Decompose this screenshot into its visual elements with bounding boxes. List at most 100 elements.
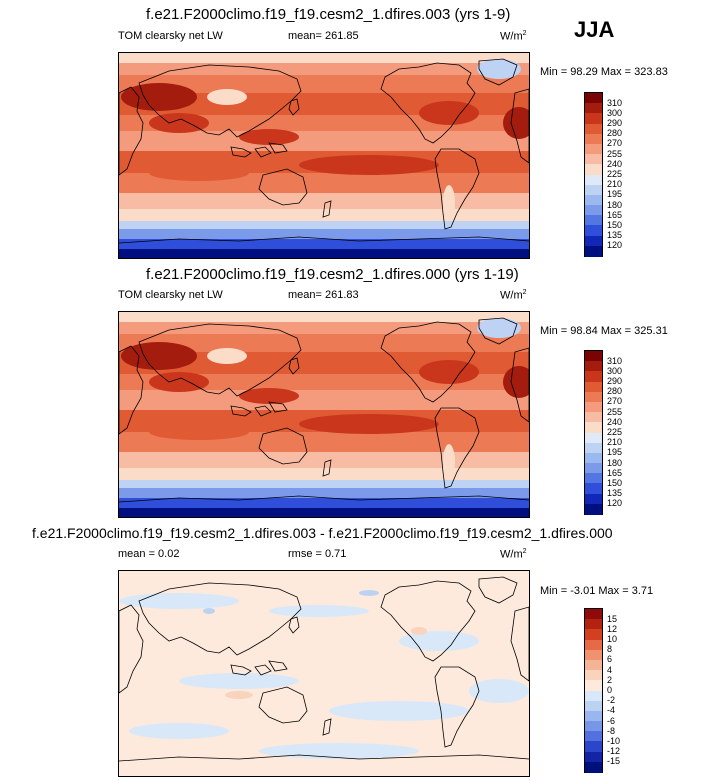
map-band — [119, 468, 529, 480]
colorbar-swatch — [585, 639, 602, 651]
map-band — [119, 53, 529, 63]
panel-3-colorbar: 15 12 10 8 6 4 2 0 -2 -4 -6 -8 -10 -12 -15 — [584, 608, 620, 773]
map-blob — [411, 627, 427, 635]
coastline — [478, 58, 518, 86]
colorbar-swatch — [585, 401, 602, 413]
coastline — [119, 236, 529, 244]
coastline — [254, 146, 272, 158]
coastline — [258, 168, 308, 206]
map-blob — [259, 743, 419, 759]
colorbar-swatch — [585, 649, 602, 661]
map-band — [119, 334, 529, 352]
map-band — [119, 508, 529, 517]
season-label: JJA — [574, 17, 615, 42]
map-blob — [121, 83, 197, 111]
map-band — [119, 239, 529, 249]
colorbar-tick-label: 120 — [607, 240, 623, 251]
colorbar-tick-label: 290 — [607, 376, 623, 387]
map-blob — [129, 723, 229, 739]
colorbar-tick-label: -4 — [607, 705, 616, 716]
colorbar-swatch — [585, 700, 602, 712]
colorbar-swatch — [585, 432, 602, 444]
colorbar-tick-label: -2 — [607, 695, 616, 706]
coastline — [510, 606, 529, 682]
coastline — [258, 686, 308, 724]
map-blob — [239, 129, 299, 145]
map-band — [119, 452, 529, 468]
coastline — [119, 495, 529, 503]
colorbar-swatch — [585, 731, 602, 742]
map-blob — [299, 155, 439, 175]
colorbar-swatch — [585, 473, 602, 484]
panel-3-minmax-label: Min = -3.01 Max = 3.71 — [540, 585, 654, 597]
coastline — [510, 347, 529, 423]
colorbar-swatch — [585, 659, 602, 671]
colorbar-swatch — [585, 184, 602, 196]
colorbar-swatch — [585, 194, 602, 206]
map-blob — [477, 318, 521, 338]
coastline — [288, 98, 300, 116]
panel-3-map — [118, 570, 530, 777]
map-band — [119, 480, 529, 488]
colorbar-tick-label: 300 — [607, 365, 623, 376]
coastline — [268, 142, 288, 154]
coastline — [380, 62, 476, 144]
panel-1-map — [118, 52, 530, 259]
map-blob — [149, 113, 209, 133]
colorbar-tick-label: 280 — [607, 128, 623, 139]
colorbar-tick-label: 150 — [607, 219, 623, 230]
colorbar-tick-label: 240 — [607, 416, 623, 427]
colorbar-tick-label: 12 — [607, 623, 618, 634]
map-blob — [203, 608, 215, 614]
colorbar-tick-label: 165 — [607, 467, 623, 478]
map-band — [119, 131, 529, 151]
colorbar-swatch — [585, 503, 602, 515]
colorbar-swatch — [585, 442, 602, 454]
colorbar-swatch — [585, 741, 602, 753]
map-band — [119, 390, 529, 410]
colorbar-swatch — [585, 629, 602, 641]
colorbar-swatch — [585, 205, 602, 216]
colorbar-swatch — [585, 721, 602, 732]
colorbar-tick-label: 225 — [607, 427, 623, 437]
colorbar-swatch — [585, 103, 602, 114]
map-blob — [503, 107, 529, 139]
coastline — [434, 666, 480, 748]
map-blob — [399, 631, 479, 651]
colorbar-tick-label: 195 — [607, 189, 623, 200]
panel-1-variable-label: TOM clearsky net LW — [118, 30, 223, 42]
colorbar-swatch — [585, 609, 602, 620]
map-blob — [179, 673, 299, 689]
colorbar-tick-label: 15 — [607, 613, 618, 624]
coastline — [138, 64, 302, 138]
coastline — [230, 146, 252, 158]
map-blob — [419, 101, 479, 125]
coastline — [380, 321, 476, 403]
colorbar-tick-label: 180 — [607, 199, 623, 210]
colorbar-tick-label: 280 — [607, 386, 623, 397]
colorbar-tick-label: 300 — [607, 107, 623, 118]
panel-2-title: f.e21.F2000climo.f19_f19.cesm2_1.dfires.… — [146, 266, 519, 283]
colorbar-swatch — [585, 483, 602, 495]
coastline — [119, 345, 144, 435]
coastline — [254, 405, 272, 417]
colorbar-tick-label: 135 — [607, 488, 623, 499]
panel-3-rmse-label: rmse = 0.71 — [288, 548, 347, 560]
coastline — [119, 754, 529, 762]
colorbar-swatch — [585, 412, 602, 423]
coastline — [230, 664, 252, 676]
panel-2-units-label: W/m2 — [500, 289, 527, 302]
panel-2-variable-label: TOM clearsky net LW — [118, 289, 223, 301]
map-blob — [207, 89, 247, 105]
colorbar-swatch — [585, 113, 602, 125]
panel-3-units-label: W/m2 — [500, 548, 527, 561]
coastline — [478, 576, 518, 604]
colorbar-swatch — [585, 463, 602, 474]
colorbar-tick-label: 255 — [607, 148, 623, 159]
colorbar-swatch — [585, 422, 602, 433]
coastline — [268, 401, 288, 413]
coastline — [434, 407, 480, 489]
map-blob — [359, 590, 379, 596]
colorbar-tick-label: 195 — [607, 447, 623, 458]
coastline — [230, 405, 252, 417]
